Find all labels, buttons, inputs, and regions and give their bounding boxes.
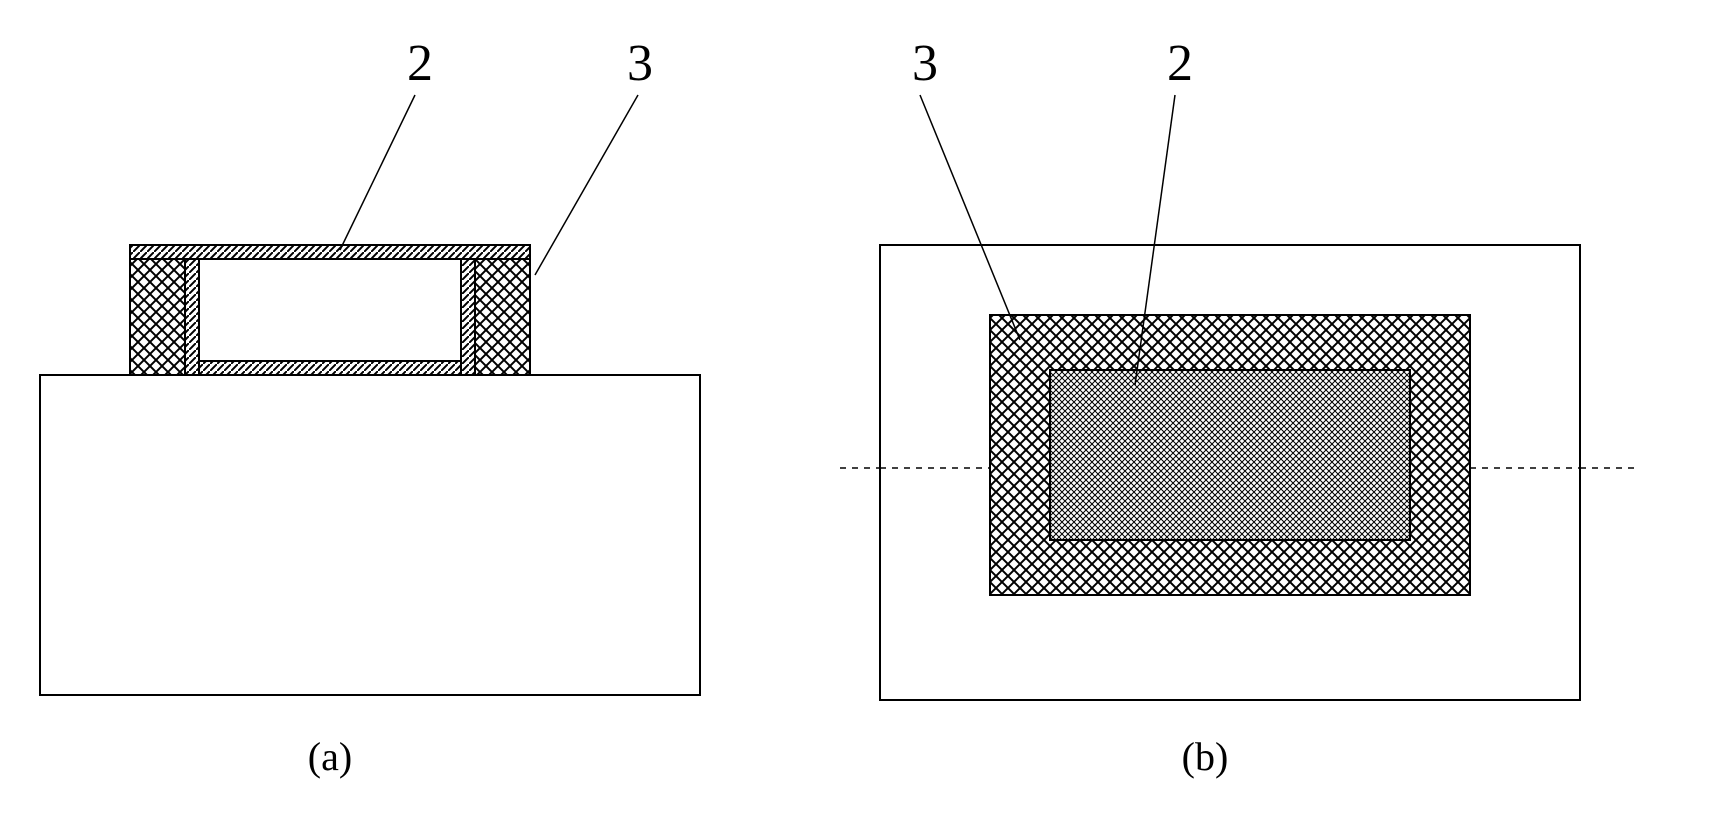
label-2-left: 2 <box>407 35 433 92</box>
thin-layer-2-top <box>130 245 530 259</box>
thin-layer-2-right <box>461 259 475 375</box>
mesa-wall-region-3 <box>130 245 185 375</box>
label-3-left: 3 <box>627 35 653 92</box>
subfigure-label-b: (b) <box>1182 734 1229 779</box>
label-2-right: 2 <box>1167 35 1193 92</box>
thin-layer-2-bottom <box>199 361 461 375</box>
left-panel <box>40 95 700 695</box>
subfigure-label-a: (a) <box>308 734 352 779</box>
mesa-wall-region-3 <box>475 245 530 375</box>
inner-region-3 <box>1050 370 1410 540</box>
thin-layer-2-left <box>185 259 199 375</box>
leader-line-3 <box>535 95 638 275</box>
leader-line-2 <box>340 95 415 250</box>
label-3-right: 3 <box>912 35 938 92</box>
right-panel <box>840 95 1640 700</box>
